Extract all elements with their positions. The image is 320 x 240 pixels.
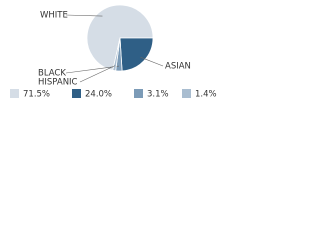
leader-line (140, 56, 164, 67)
pie-slice (112, 37, 121, 72)
legend-value: 71.5% (23, 90, 50, 100)
leader-line (65, 65, 120, 74)
legend-swatch (72, 89, 81, 98)
pie-slice (119, 37, 154, 72)
slice-label: WHITE (40, 11, 68, 21)
legend-value: 1.4% (195, 90, 217, 100)
slice-label: ASIAN (165, 62, 191, 72)
legend-swatch (182, 89, 191, 98)
slice-label: HISPANIC (38, 78, 78, 88)
legend-swatch (10, 89, 19, 98)
slice-label: BLACK (38, 69, 66, 79)
legend-value: 24.0% (85, 90, 112, 100)
legend-swatch (134, 89, 143, 98)
legend-value: 3.1% (147, 90, 169, 100)
leader-line (65, 14, 103, 17)
leader-line (79, 65, 116, 83)
